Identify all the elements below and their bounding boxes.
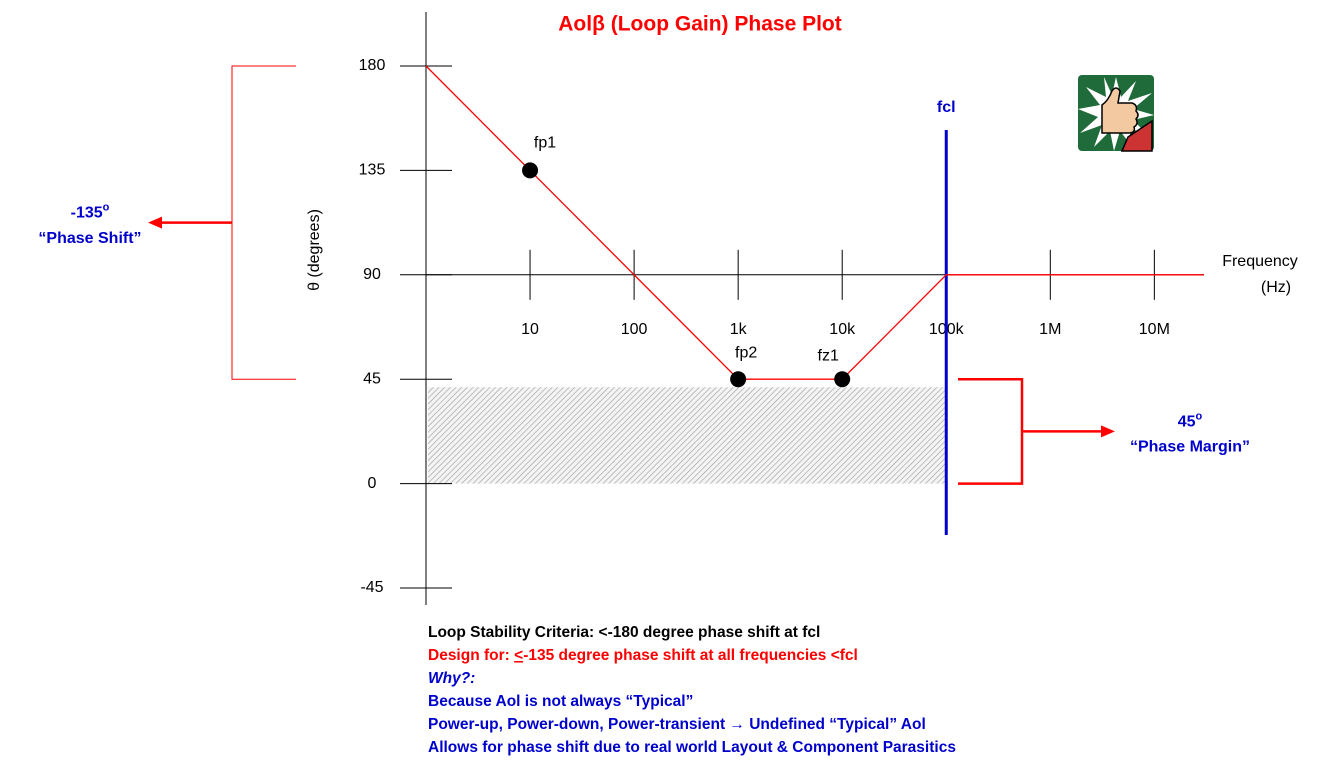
fcl-label: fcl bbox=[937, 99, 956, 116]
note-text: < bbox=[514, 647, 523, 664]
annotation-number: -135 bbox=[71, 205, 103, 222]
arrow-head bbox=[1101, 425, 1115, 437]
x-tick-label: 10M bbox=[1139, 321, 1170, 338]
page: Aolβ (Loop Gain) Phase Plot θ (degrees) … bbox=[0, 0, 1338, 777]
note-text: Why?: bbox=[428, 670, 475, 687]
note: Loop Stability Criteria: <-180 degree ph… bbox=[428, 624, 820, 641]
note: Design for: <-135 degree phase shift at … bbox=[428, 647, 858, 664]
bracket bbox=[232, 66, 296, 379]
note-text: Allows for phase shift due to real world… bbox=[428, 739, 956, 756]
note-text: Design for: bbox=[428, 647, 514, 664]
annotation-value: -135o bbox=[71, 202, 110, 222]
annotation-number: 45 bbox=[1178, 414, 1196, 431]
note-text: -135 degree phase shift at all frequenci… bbox=[523, 647, 858, 664]
arrow-head bbox=[148, 217, 162, 229]
note: Because Aol is not always “Typical” bbox=[428, 693, 693, 710]
annotation-label: “Phase Margin” bbox=[1130, 439, 1250, 456]
note: Allows for phase shift due to real world… bbox=[428, 739, 956, 756]
x-axis-label: (Hz) bbox=[1261, 279, 1291, 296]
pole-zero-marker bbox=[522, 162, 538, 178]
y-tick-label: 45 bbox=[363, 370, 381, 387]
x-tick-label: 100 bbox=[621, 321, 648, 338]
x-tick-label: 10k bbox=[829, 321, 856, 338]
y-tick-label: -45 bbox=[360, 579, 383, 596]
pole-zero-label: fp2 bbox=[735, 344, 757, 361]
y-tick-label: 180 bbox=[359, 57, 386, 74]
pole-zero-label: fz1 bbox=[818, 347, 839, 364]
y-axis-label: θ (degrees) bbox=[306, 209, 323, 291]
pole-zero-marker bbox=[834, 371, 850, 387]
y-tick-label: 0 bbox=[368, 475, 377, 492]
note-text: Power-up, Power-down, Power-transient → … bbox=[428, 716, 926, 733]
annotation-label: “Phase Shift” bbox=[38, 230, 141, 247]
note-text: Because Aol is not always “Typical” bbox=[428, 693, 693, 710]
annotation-superscript: o bbox=[1196, 410, 1203, 422]
phase-margin-band bbox=[428, 387, 946, 483]
pole-zero-marker bbox=[730, 371, 746, 387]
y-tick-label: 135 bbox=[359, 162, 386, 179]
thumbs-up-icon bbox=[1078, 75, 1154, 151]
x-tick-label: 1k bbox=[730, 321, 748, 338]
y-tick-label: 90 bbox=[363, 266, 381, 283]
chart-title: Aolβ (Loop Gain) Phase Plot bbox=[558, 13, 842, 36]
note: Why?: bbox=[428, 670, 475, 687]
annotation-superscript: o bbox=[103, 202, 110, 214]
bracket bbox=[958, 379, 1022, 483]
pole-zero-label: fp1 bbox=[534, 135, 556, 152]
x-axis-label: Frequency bbox=[1222, 253, 1298, 270]
x-tick-label: 10 bbox=[521, 321, 539, 338]
x-tick-label: 1M bbox=[1039, 321, 1061, 338]
note: Power-up, Power-down, Power-transient → … bbox=[428, 716, 926, 733]
note-text: Loop Stability Criteria: <-180 degree ph… bbox=[428, 624, 820, 641]
chart: Aolβ (Loop Gain) Phase Plot θ (degrees) … bbox=[0, 0, 1338, 777]
annotation-value: 45o bbox=[1178, 410, 1203, 430]
